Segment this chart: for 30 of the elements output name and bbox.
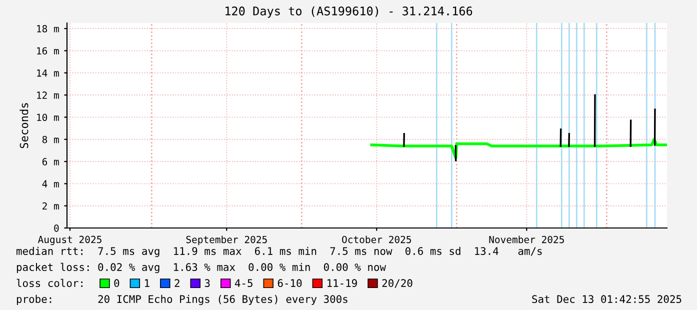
text: Sat Dec 13 01:42:55 2025: [532, 295, 682, 304]
y-tick-label: 8 m: [42, 136, 59, 144]
y-tick-label: 18 m: [37, 25, 59, 32]
text: probe: 20 ICMP Echo Pings (56 Bytes) every 300s: [16, 294, 348, 306]
text: median rtt: 7.5 ms avg 11.9 ms max 6.1 ms min 7.5 ms now 0.6 ms sd 13.4 am/s: [16, 246, 542, 258]
y-tick-label: 14 m: [37, 69, 59, 77]
y-tick-label: 0: [54, 224, 59, 232]
legend-label: 1: [145, 279, 150, 287]
y-tick-label: 2 m: [42, 202, 59, 210]
legend-label: 2: [174, 279, 180, 287]
chart-title: 120 Days to (AS199610) - 31.214.166: [226, 6, 472, 18]
y-tick-label: 6 m: [42, 158, 59, 166]
x-tick-label: November 2025: [489, 236, 564, 244]
x-tick-label: September 2025: [186, 236, 267, 246]
y-axis-title: Seconds: [20, 103, 28, 148]
x-tick-label: August 2025: [38, 236, 102, 246]
x-tick-label: October 2025: [342, 236, 411, 244]
line-series: [370, 138, 667, 160]
y-tick-label: 4 m: [42, 180, 59, 188]
legend-label: 3: [204, 279, 210, 288]
legend-label: 0: [114, 279, 120, 288]
legend-label: 20/20: [382, 279, 412, 288]
y-tick-label: 12 m: [37, 92, 59, 99]
y-tick-label: 16 m: [37, 47, 59, 55]
legend-label: 6-10: [278, 279, 302, 288]
legend-label: 11-19: [328, 279, 357, 288]
y-tick-label: 10 m: [37, 114, 59, 122]
text: loss color:: [16, 278, 82, 288]
text: packet loss: 0.02 % avg 1.63 % max 0.00 % min 0.00 % now: [16, 262, 386, 274]
legend-label: 4-5: [234, 279, 252, 288]
